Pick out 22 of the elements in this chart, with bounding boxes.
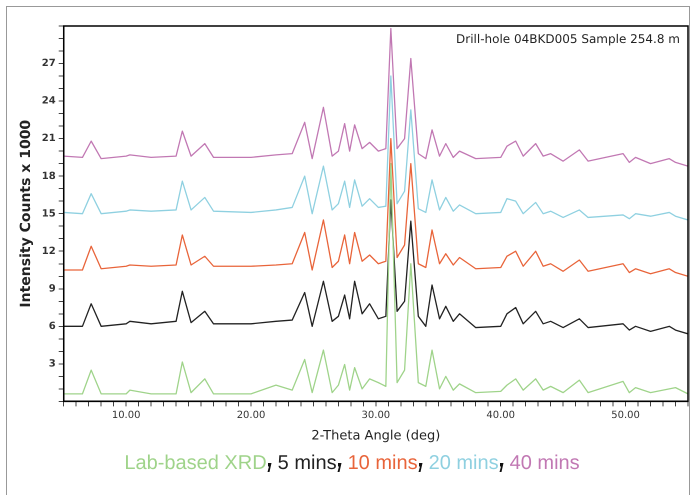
y-tick-label: 9 bbox=[48, 283, 56, 294]
text: 5 mins bbox=[278, 452, 337, 474]
y-axis-title: Intensity Counts x 1000 bbox=[18, 120, 34, 308]
x-tick-label: 30.00 bbox=[362, 410, 390, 421]
x-tick-label: 40.00 bbox=[486, 410, 516, 421]
y-tick-label: 6 bbox=[48, 320, 56, 332]
y-tick-label: 3 bbox=[48, 358, 56, 370]
text: 40 mins bbox=[510, 452, 580, 474]
x-tick-label: 50.00 bbox=[611, 410, 640, 421]
text: Lab-based XRD bbox=[124, 452, 267, 474]
annotation: Drill-hole 04BKD005 Sample 254.8 m bbox=[456, 32, 680, 46]
y-tick-label: 21 bbox=[42, 133, 56, 144]
text: 10 mins bbox=[348, 452, 418, 474]
y-tick-label: 12 bbox=[42, 246, 56, 257]
y-tick-label: 15 bbox=[42, 208, 56, 220]
y-tick-label: 27 bbox=[42, 58, 56, 70]
y-tick-label: 24 bbox=[42, 96, 56, 107]
x-tick-label: 20.00 bbox=[236, 410, 266, 421]
x-axis-title: 2-Theta Angle (deg) bbox=[311, 428, 440, 444]
y-tick-label: 18 bbox=[42, 170, 56, 182]
text: 20 mins bbox=[428, 452, 499, 474]
x-tick-label: 10.00 bbox=[112, 410, 140, 421]
